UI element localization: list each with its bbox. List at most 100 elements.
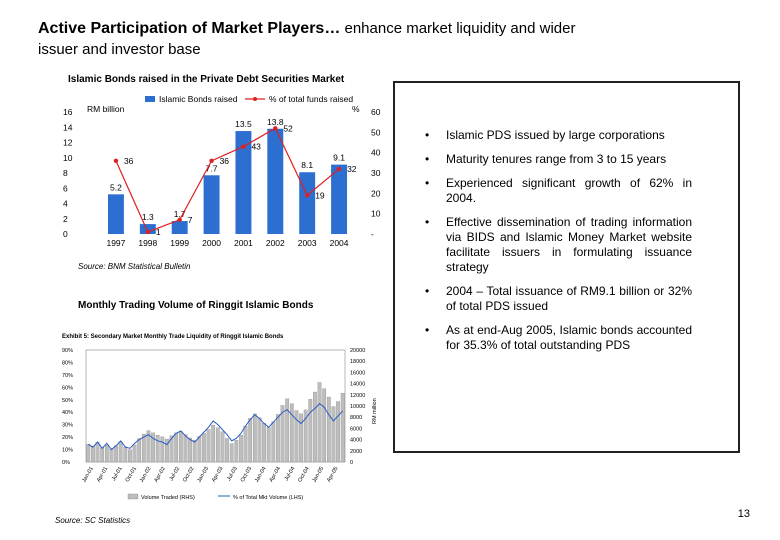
bullet-item: • Islamic PDS issued by large corporation… [422, 128, 692, 143]
bar [322, 388, 327, 463]
line-point [336, 166, 342, 172]
x-tick-label: Jul-03 [226, 466, 239, 482]
chart2-source: Source: SC Statistics [55, 516, 131, 525]
bullet-item: • As at end-Aug 2005, Islamic bonds accou… [422, 323, 692, 353]
right-tick-label: 2000 [350, 449, 362, 455]
bar [294, 410, 299, 463]
left-tick-label: 0% [62, 460, 70, 466]
left-tick-label: 12 [63, 138, 73, 148]
bar [220, 431, 225, 463]
bullet-item: • Experienced significant growth of 62% i… [422, 176, 692, 206]
bullet-symbol: • [425, 176, 430, 190]
x-tick-label: Apr-04 [269, 466, 282, 483]
right-tick-label: 14000 [350, 382, 365, 388]
line-label: 43 [251, 142, 261, 152]
x-tick-label: 2002 [266, 238, 285, 248]
bullet-symbol: • [425, 323, 430, 337]
bar [203, 175, 220, 234]
bar [336, 401, 340, 463]
bar [178, 431, 183, 463]
bar [262, 423, 266, 463]
bar [118, 441, 123, 463]
bar [109, 448, 114, 463]
bullet-item: • 2004 – Total issuance of RM9.1 billion … [422, 284, 692, 314]
line-label: 52 [283, 123, 293, 133]
bar [257, 417, 262, 463]
left-tick-label: 80% [62, 360, 73, 366]
bar [169, 435, 174, 463]
bar [215, 427, 220, 463]
bar [308, 399, 313, 463]
bar [303, 409, 308, 463]
bar-label: 13.8 [267, 117, 284, 127]
x-tick-label: Oct-03 [240, 466, 253, 483]
left-tick-label: 4 [63, 199, 68, 209]
x-tick-label: Jan-04 [254, 466, 268, 484]
line-point [304, 193, 310, 198]
x-tick-label: Jan-03 [196, 466, 210, 484]
right-tick-label: 20000 [350, 348, 365, 354]
bar [235, 131, 252, 234]
bar [331, 164, 348, 234]
bar [114, 445, 118, 463]
bar [188, 437, 192, 463]
series-line [115, 127, 340, 233]
left-axis-label: RM billion [87, 104, 125, 114]
bar [155, 434, 160, 463]
left-tick-label: 10 [63, 153, 73, 163]
legend-swatch-bars [127, 493, 139, 500]
x-tick-label: 2000 [202, 238, 221, 248]
x-tick-label: Apr-02 [153, 466, 166, 483]
slide-title-bold: Active Participation of Market Players… [38, 20, 341, 37]
slide-title-normal-line1: enhance market liquidity and wider [340, 20, 576, 37]
bar [146, 430, 151, 463]
bar [151, 432, 155, 463]
left-tick-label: 90% [62, 348, 73, 354]
bar [132, 444, 137, 463]
chart2-title: Monthly Trading Volume of Ringgit Islami… [78, 300, 314, 311]
line-point [177, 217, 182, 222]
bar [202, 433, 206, 463]
x-tick-label: Jan-01 [81, 466, 95, 484]
x-tick-label: 2003 [298, 238, 317, 248]
left-tick-label: 70% [62, 373, 73, 379]
x-tick-label: Jul-04 [284, 466, 297, 482]
bar [165, 438, 169, 463]
line-point [145, 229, 151, 235]
line-point [209, 158, 214, 163]
bar [128, 449, 132, 463]
bullet-text: Experienced significant growth of 62% in… [446, 176, 692, 205]
bar [141, 433, 146, 463]
bar [100, 447, 105, 463]
x-tick-label: Jul-01 [111, 466, 124, 482]
right-tick-label: 12000 [350, 393, 365, 399]
right-tick-label: 0 [350, 460, 353, 466]
bar [248, 418, 253, 463]
bullet-symbol: • [425, 152, 430, 166]
bar [289, 403, 294, 463]
series-line [88, 402, 344, 451]
left-tick-label: 6 [63, 183, 68, 193]
legend-swatch-bars [145, 96, 155, 102]
bar [139, 224, 156, 234]
x-tick-label: 1998 [138, 238, 157, 248]
left-tick-label: 50% [62, 398, 73, 404]
bar-label: 7.7 [206, 163, 218, 173]
right-tick-label: 6000 [350, 426, 362, 432]
line-label: 32 [347, 164, 357, 174]
bar [91, 446, 95, 463]
x-tick-label: Apr-01 [96, 466, 109, 483]
legend-label: Volume Traded (RHS) [141, 495, 195, 501]
left-tick-label: 60% [62, 385, 73, 391]
right-tick-label: 18000 [350, 359, 365, 365]
bar [183, 434, 188, 463]
left-tick-label: 40% [62, 410, 73, 416]
right-tick-label: 60 [371, 107, 381, 117]
bar [229, 443, 234, 463]
bar [299, 172, 316, 234]
bar [276, 414, 280, 463]
right-tick-label: 10000 [350, 404, 365, 410]
bar [160, 436, 165, 463]
bar [104, 445, 109, 463]
bar [326, 396, 331, 463]
